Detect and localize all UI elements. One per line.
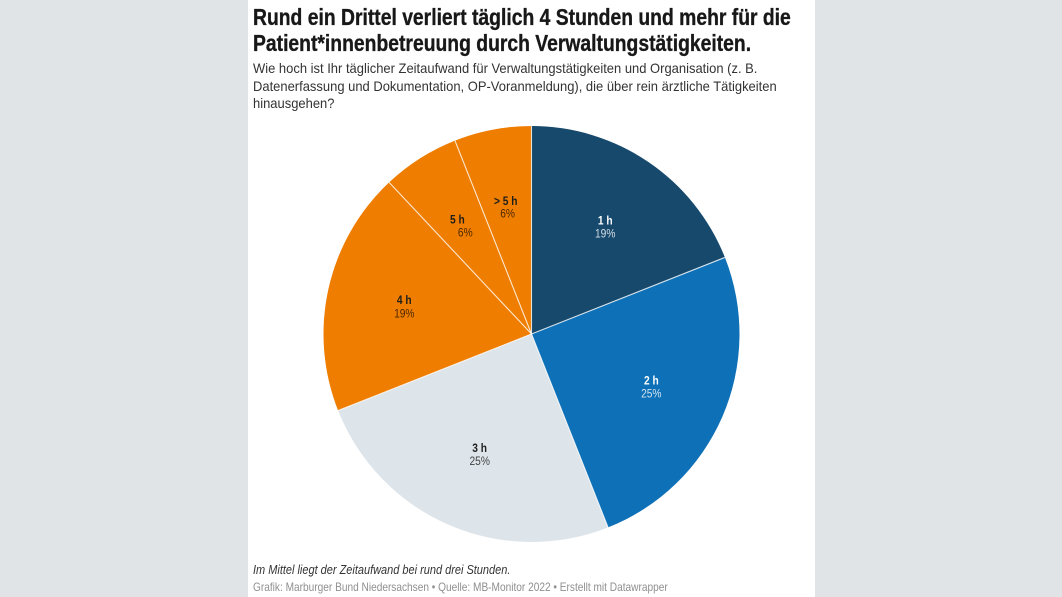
svg-text:19%: 19%	[394, 308, 414, 321]
svg-text:25%: 25%	[641, 388, 661, 401]
svg-text:4 h: 4 h	[397, 294, 412, 307]
svg-text:5 h: 5 h	[450, 214, 465, 227]
svg-text:25%: 25%	[469, 456, 489, 469]
svg-text:19%: 19%	[595, 228, 615, 241]
svg-text:6%: 6%	[500, 208, 515, 221]
svg-text:1 h: 1 h	[598, 215, 613, 228]
svg-text:3 h: 3 h	[472, 443, 487, 456]
svg-text:2 h: 2 h	[644, 375, 659, 388]
svg-text:> 5 h: > 5 h	[494, 196, 518, 209]
svg-text:6%: 6%	[458, 227, 473, 240]
